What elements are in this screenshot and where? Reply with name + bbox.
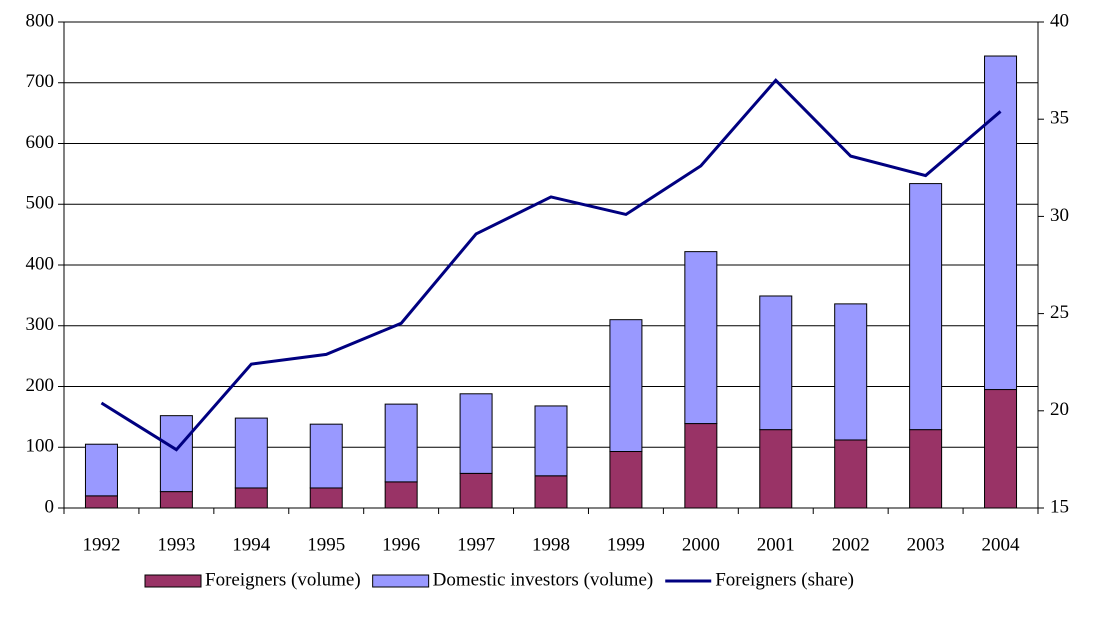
x-tick-label: 1993 [157,534,195,555]
bar [309,423,343,489]
x-tick-label: 1998 [532,534,570,555]
bar [759,429,793,509]
bar [384,403,418,483]
y-tick-label: 300 [26,314,55,335]
x-tick-label: 2003 [907,534,945,555]
bar [309,487,343,509]
bar [534,405,568,477]
bar [459,472,493,509]
bar [834,303,868,441]
bar [459,393,493,474]
bar [159,415,193,493]
legend-label: Foreigners (volume) [205,569,361,590]
bar [84,495,118,509]
legend-label: Foreigners (share) [715,569,854,590]
y2-tick-label: 40 [1050,10,1069,31]
bar [909,183,943,431]
bar [84,443,118,497]
y-tick-label: 200 [26,375,55,396]
x-tick-label: 2002 [832,534,870,555]
y-tick-label: 100 [26,436,55,457]
y2-tick-label: 20 [1050,399,1069,420]
legend-swatch [372,574,430,588]
bar [159,491,193,509]
legend-swatch [144,574,202,588]
x-tick-label: 1995 [307,534,345,555]
y-tick-label: 600 [26,132,55,153]
y-tick-label: 0 [45,496,55,517]
y2-tick-label: 25 [1050,302,1069,323]
y2-tick-label: 35 [1050,108,1069,129]
x-tick-label: 1999 [607,534,645,555]
bar [984,55,1018,391]
x-tick-label: 1992 [82,534,120,555]
bar [984,389,1018,509]
legend-label: Domestic investors (volume) [433,569,654,590]
y-tick-label: 800 [26,10,55,31]
x-tick-label: 1996 [382,534,420,555]
bar [684,251,718,425]
line [100,78,1002,452]
bar [534,475,568,509]
bar [609,451,643,509]
y-tick-label: 400 [26,253,55,274]
bar [609,319,643,453]
bar [834,439,868,509]
x-tick-label: 1994 [232,534,271,555]
x-tick-label: 2001 [757,534,795,555]
bar [234,487,268,509]
y-tick-label: 500 [26,193,55,214]
bar [384,481,418,509]
bar [759,295,793,431]
bar [234,417,268,489]
bar [909,429,943,509]
bar [684,423,718,509]
y2-tick-label: 15 [1050,496,1069,517]
x-tick-label: 2004 [982,534,1021,555]
y-tick-label: 700 [26,71,55,92]
x-tick-label: 2000 [682,534,720,555]
y2-tick-label: 30 [1050,205,1069,226]
x-tick-label: 1997 [457,534,495,555]
